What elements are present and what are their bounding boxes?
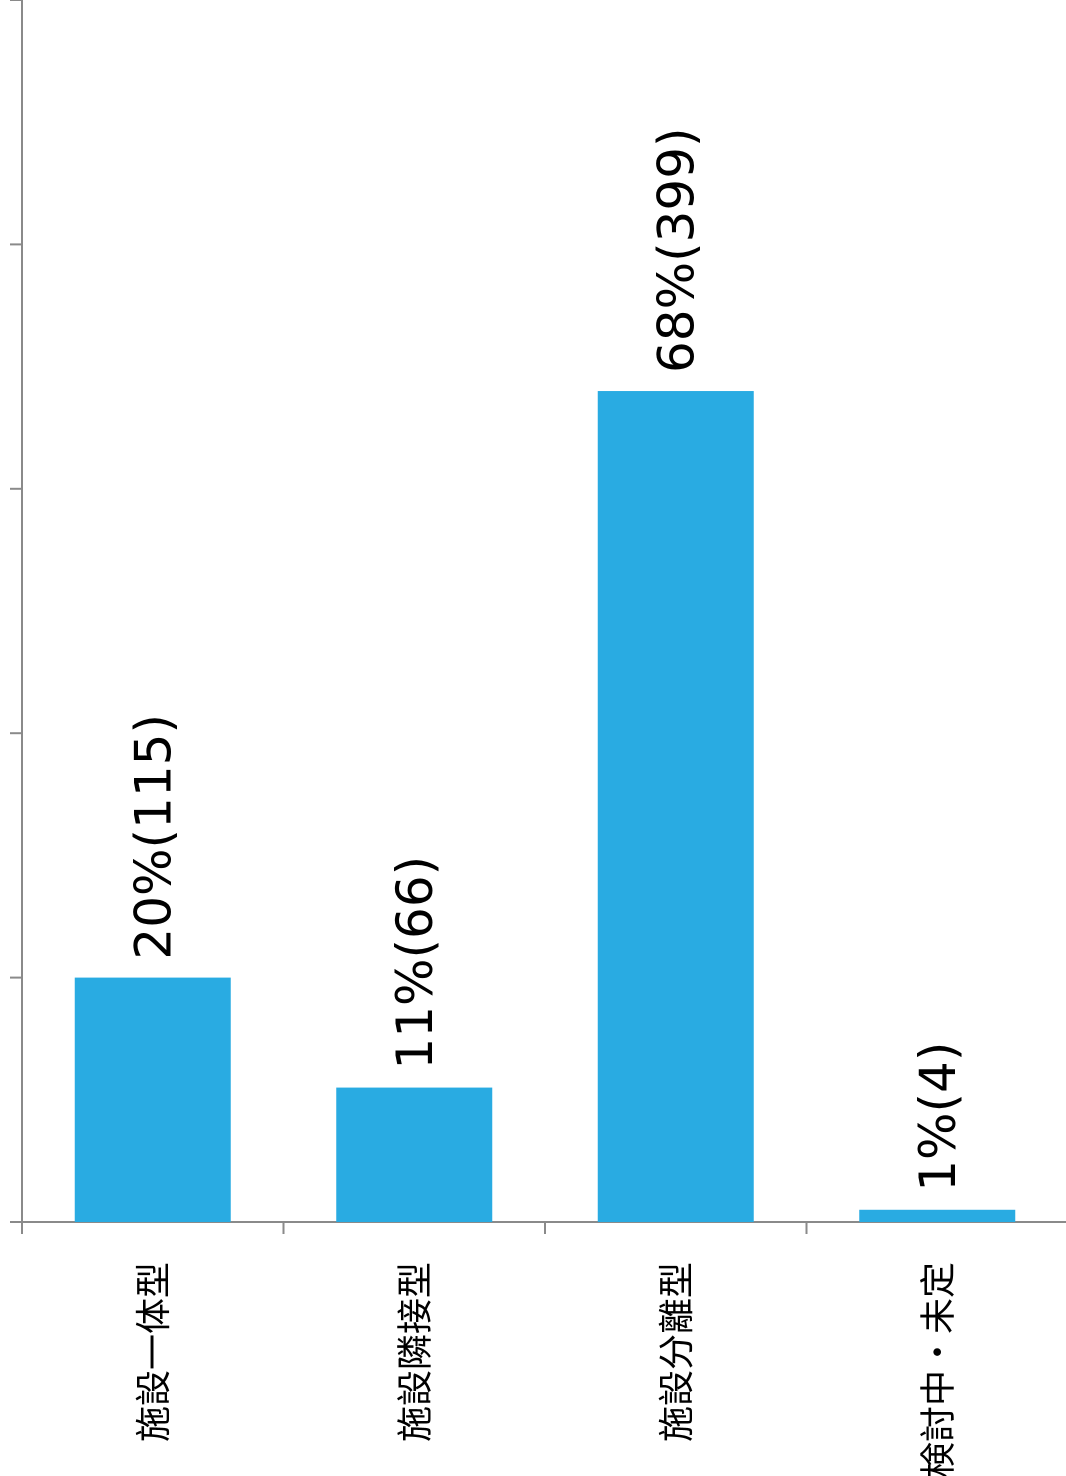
bar: [74, 977, 231, 1222]
y-axis: [10, 0, 23, 1223]
bar: [336, 1087, 493, 1222]
bars: [74, 391, 1016, 1222]
data-label: 1%(4): [909, 1042, 967, 1192]
data-label: 11%(66): [386, 856, 444, 1070]
bar: [597, 391, 754, 1222]
bar: [859, 1209, 1016, 1222]
data-labels: 20%(115) 11%(66) 68%(399) 1%(4): [125, 127, 968, 1191]
category-labels: 施設一体型 施設隣接型 施設分離型 検討中・未定: [134, 1262, 960, 1476]
data-label: 20%(115): [125, 714, 183, 960]
x-axis: [10, 1221, 1066, 1234]
category-label: 施設隣接型: [395, 1262, 436, 1442]
data-label: 68%(399): [648, 127, 706, 373]
category-label: 検討中・未定: [918, 1262, 959, 1476]
category-label: 施設一体型: [134, 1262, 175, 1442]
category-label: 施設分離型: [657, 1262, 698, 1442]
